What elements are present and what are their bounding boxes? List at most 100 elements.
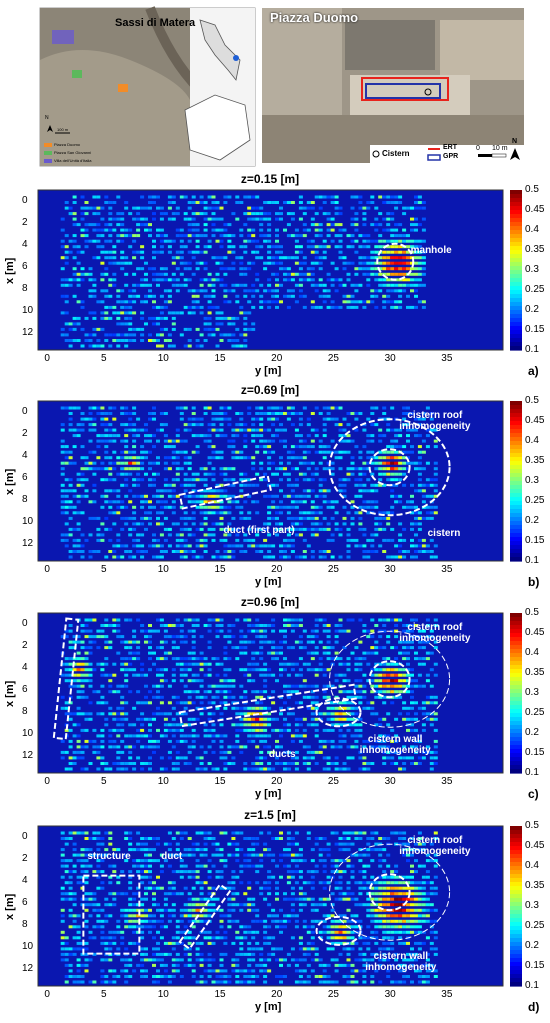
heatmap-cell bbox=[152, 506, 156, 509]
heatmap-cell bbox=[208, 423, 212, 426]
heatmap-cell bbox=[69, 624, 73, 627]
heatmap-cell bbox=[247, 207, 251, 210]
heatmap-cell bbox=[160, 870, 164, 873]
colorbar-segment bbox=[510, 433, 522, 438]
heatmap-cell bbox=[148, 837, 152, 840]
heatmap-cell bbox=[112, 624, 116, 627]
heatmap-cell bbox=[216, 262, 220, 265]
heatmap-cell bbox=[354, 412, 358, 415]
heatmap-cell bbox=[259, 674, 263, 677]
heatmap-cell bbox=[339, 451, 343, 454]
heatmap-cell bbox=[235, 300, 239, 303]
heatmap-cell bbox=[394, 679, 398, 682]
heatmap-cell bbox=[243, 500, 247, 503]
heatmap-cell bbox=[192, 484, 196, 487]
heatmap-cell bbox=[283, 506, 287, 509]
heatmap-cell bbox=[108, 674, 112, 677]
heatmap-cell bbox=[386, 289, 390, 292]
heatmap-cell bbox=[378, 646, 382, 649]
heatmap-cell bbox=[144, 434, 148, 437]
heatmap-cell bbox=[85, 729, 89, 732]
heatmap-cell bbox=[172, 881, 176, 884]
heatmap-cell bbox=[192, 646, 196, 649]
heatmap-cell bbox=[239, 630, 243, 633]
heatmap-cell bbox=[406, 712, 410, 715]
heatmap-cell bbox=[354, 196, 358, 199]
heatmap-cell bbox=[212, 506, 216, 509]
heatmap-cell bbox=[116, 734, 120, 737]
heatmap-cell bbox=[81, 267, 85, 270]
heatmap-cell bbox=[200, 898, 204, 901]
heatmap-cell bbox=[418, 489, 422, 492]
heatmap-cell bbox=[434, 489, 438, 492]
heatmap-cell bbox=[144, 701, 148, 704]
heatmap-cell bbox=[315, 451, 319, 454]
heatmap-cell bbox=[172, 734, 176, 737]
heatmap-cell bbox=[120, 969, 124, 972]
heatmap-cell bbox=[323, 495, 327, 498]
heatmap-cell bbox=[390, 762, 394, 765]
heatmap-cell bbox=[239, 429, 243, 432]
heatmap-cell bbox=[430, 539, 434, 542]
heatmap-cell bbox=[402, 251, 406, 254]
heatmap-cell bbox=[235, 456, 239, 459]
heatmap-cell bbox=[315, 467, 319, 470]
heatmap-cell bbox=[104, 412, 108, 415]
heatmap-cell bbox=[243, 273, 247, 276]
heatmap-cell bbox=[271, 657, 275, 660]
heatmap-cell bbox=[426, 544, 430, 547]
heatmap-cell bbox=[390, 451, 394, 454]
heatmap-cell bbox=[299, 619, 303, 622]
heatmap-cell bbox=[184, 832, 188, 835]
heatmap-cell bbox=[116, 925, 120, 928]
heatmap-cell bbox=[398, 690, 402, 693]
heatmap-cell bbox=[386, 539, 390, 542]
heatmap-cell bbox=[418, 278, 422, 281]
heatmap-cell bbox=[216, 522, 220, 525]
heatmap-cell bbox=[77, 500, 81, 503]
heatmap-cell bbox=[319, 451, 323, 454]
heatmap-cell bbox=[323, 423, 327, 426]
heatmap-cell bbox=[216, 317, 220, 320]
heatmap-cell bbox=[100, 440, 104, 443]
heatmap-cell bbox=[402, 679, 406, 682]
heatmap-cell bbox=[96, 914, 100, 917]
heatmap-cell bbox=[172, 278, 176, 281]
heatmap-cell bbox=[231, 339, 235, 342]
heatmap-cell bbox=[235, 328, 239, 331]
heatmap-cell bbox=[188, 418, 192, 421]
heatmap-cell bbox=[259, 412, 263, 415]
heatmap-cell bbox=[77, 696, 81, 699]
heatmap-cell bbox=[176, 635, 180, 638]
heatmap-cell bbox=[116, 635, 120, 638]
heatmap-cell bbox=[65, 256, 69, 259]
heatmap-cell bbox=[89, 762, 93, 765]
heatmap-cell bbox=[96, 533, 100, 536]
heatmap-cell bbox=[307, 641, 311, 644]
heatmap-cell bbox=[243, 196, 247, 199]
heatmap-cell bbox=[124, 300, 128, 303]
heatmap-cell bbox=[108, 212, 112, 215]
heatmap-cell bbox=[239, 751, 243, 754]
heatmap-cell bbox=[160, 240, 164, 243]
heatmap-cell bbox=[434, 712, 438, 715]
heatmap-cell bbox=[108, 641, 112, 644]
heatmap-cell bbox=[96, 328, 100, 331]
heatmap-cell bbox=[108, 936, 112, 939]
heatmap-cell bbox=[136, 473, 140, 476]
heatmap-cell bbox=[212, 456, 216, 459]
heatmap-cell bbox=[112, 262, 116, 265]
heatmap-cell bbox=[128, 668, 132, 671]
heatmap-cell bbox=[263, 262, 267, 265]
heatmap-cell bbox=[61, 936, 65, 939]
heatmap-cell bbox=[184, 936, 188, 939]
heatmap-cell bbox=[227, 478, 231, 481]
heatmap-cell bbox=[295, 262, 299, 265]
colorbar-tick-label: 0.5 bbox=[525, 607, 539, 618]
heatmap-cell bbox=[92, 892, 96, 895]
heatmap-cell bbox=[208, 473, 212, 476]
heatmap-cell bbox=[303, 495, 307, 498]
heatmap-cell bbox=[208, 690, 212, 693]
heatmap-cell bbox=[358, 267, 362, 270]
heatmap-cell bbox=[227, 641, 231, 644]
